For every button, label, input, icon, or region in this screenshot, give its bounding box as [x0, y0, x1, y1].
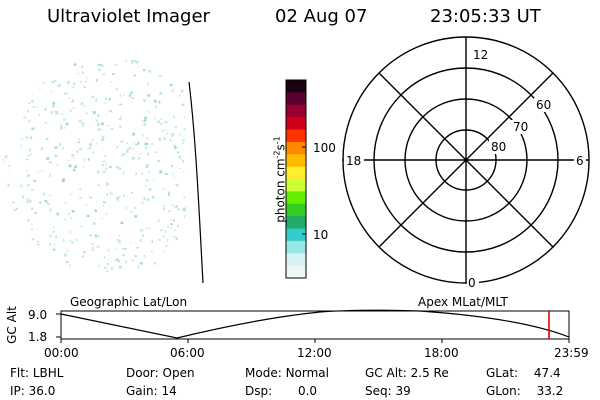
- status-gc-alt: GC Alt: 2.5 Re: [365, 366, 449, 380]
- mlt-label-0: 0: [468, 276, 476, 290]
- mlt-label-18: 18: [346, 154, 362, 168]
- time-tick-1: 06:00: [170, 346, 205, 360]
- colorbar-cell: [286, 104, 306, 118]
- instrument-title: Ultraviolet Imager: [47, 6, 210, 27]
- lat-label-80: 80: [491, 140, 507, 154]
- time-tick-3: 18:00: [424, 346, 459, 360]
- colorbar-cell: [286, 216, 306, 229]
- colorbar-cell: [286, 92, 306, 106]
- colorbar-cell: [286, 141, 306, 155]
- observation-time: 23:05:33 UT: [430, 6, 541, 27]
- colorbar-cell: [286, 166, 306, 180]
- colorbar-cell: [286, 265, 306, 279]
- status-dsp: Dsp: 0.0: [245, 384, 318, 398]
- status-glon: GLon: 33.2: [486, 384, 564, 398]
- status-filter: Flt: LBHL: [10, 366, 64, 380]
- colorbar-cell: [286, 203, 306, 217]
- alt-bottom-tick: 1.8: [28, 330, 48, 344]
- time-tick-0: 00:00: [44, 346, 79, 360]
- colorbar-cell: [286, 154, 306, 168]
- status-ip: IP: 36.0: [10, 384, 56, 398]
- altitude-curve: [60, 309, 570, 339]
- time-tick-4: 23:59: [554, 346, 589, 360]
- terminator-line: [188, 81, 204, 284]
- time-tick-2: 12:00: [297, 346, 332, 360]
- lat-label-60: 60: [536, 98, 552, 112]
- observation-date: 02 Aug 07: [275, 6, 368, 27]
- alt-top-tick: 9.0: [28, 308, 48, 322]
- uv-image-panel: [2, 60, 204, 284]
- colorbar-cell: [286, 129, 306, 143]
- apex-label: Apex MLat/MLT: [418, 295, 508, 309]
- status-seq: Seq: 39: [365, 384, 411, 398]
- colorbar-frame: [285, 79, 307, 279]
- timeline-frame: [60, 310, 570, 340]
- colorbar: [285, 79, 307, 279]
- colorbar-cell: [286, 240, 306, 254]
- geographic-label: Geographic Lat/Lon: [70, 295, 188, 309]
- colorbar-cell: [286, 253, 306, 267]
- auroral-emission-speckles: [2, 60, 187, 272]
- lat-label-70: 70: [513, 120, 529, 134]
- colorbar-cell: [286, 117, 306, 130]
- status-gain: Gain: 14: [126, 384, 177, 398]
- polar-diagonal-2: [378, 72, 554, 248]
- colorbar-cell: [286, 80, 306, 93]
- polar-label-bg: [344, 48, 586, 289]
- colorbar-cell: [286, 191, 306, 205]
- colorbar-cell: [286, 179, 306, 192]
- colorbar-cell: [286, 228, 306, 242]
- mlt-label-12: 12: [473, 48, 489, 62]
- mlt-label-6: 6: [576, 154, 584, 168]
- altitude-timeline: [56, 309, 570, 343]
- status-mode: Mode: Normal: [245, 366, 329, 380]
- gc-alt-axis-label: GC Alt: [5, 306, 19, 344]
- status-glat: GLat: 47.4: [486, 366, 561, 380]
- polar-grid: [342, 36, 590, 284]
- colorbar-label-100: 100: [313, 141, 336, 155]
- colorbar-axis-label: photon cm-2s-1: [272, 136, 288, 223]
- colorbar-label-10: 10: [313, 228, 329, 242]
- status-door: Door: Open: [126, 366, 195, 380]
